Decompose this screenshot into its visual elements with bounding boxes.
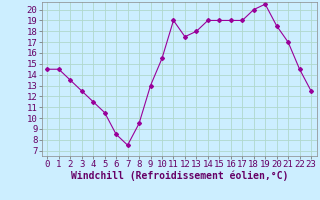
X-axis label: Windchill (Refroidissement éolien,°C): Windchill (Refroidissement éolien,°C): [70, 171, 288, 181]
